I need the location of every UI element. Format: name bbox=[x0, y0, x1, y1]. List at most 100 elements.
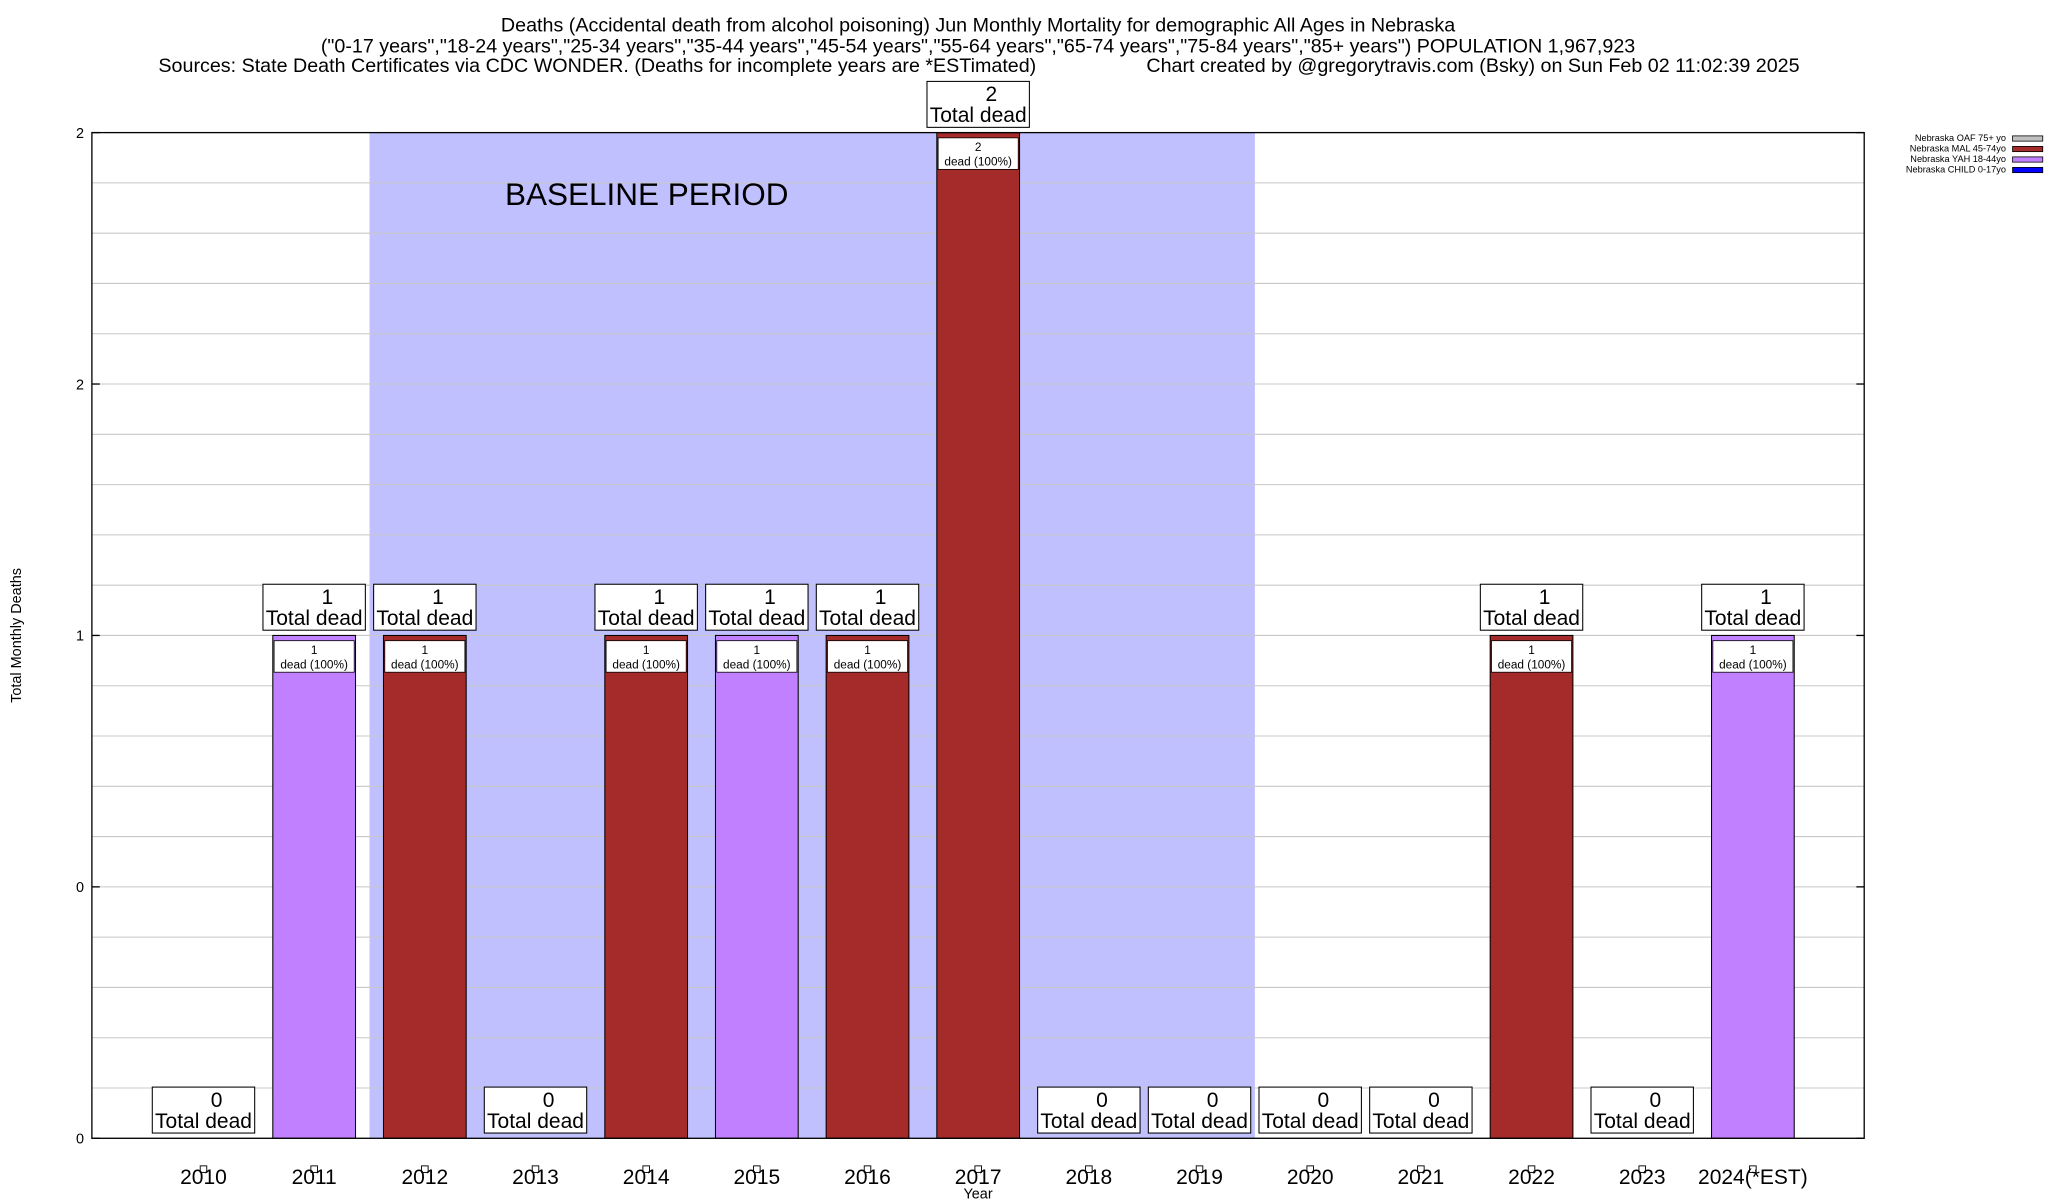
x-tick-label: 2018 bbox=[1065, 1166, 1112, 1189]
x-axis-label: Year bbox=[963, 1187, 992, 1200]
total-value-label: 2 bbox=[985, 83, 997, 106]
bar-value-label: 1 bbox=[643, 643, 650, 657]
total-dead-label: Total dead bbox=[487, 1110, 584, 1133]
total-label-box bbox=[1590, 1086, 1694, 1134]
total-value-label: 0 bbox=[1428, 1089, 1440, 1112]
bar-value-label: 1 bbox=[311, 643, 318, 657]
x-tick-marker bbox=[1195, 1165, 1204, 1173]
bar-label-box bbox=[384, 640, 466, 673]
total-dead-label: Total dead bbox=[1151, 1110, 1248, 1133]
bar-2022 bbox=[1489, 634, 1574, 1139]
total-value-label: 1 bbox=[1760, 586, 1772, 609]
bar-2015 bbox=[714, 634, 799, 1139]
chart-sources: Sources: State Death Certificates via CD… bbox=[158, 55, 1036, 77]
total-label-box bbox=[1258, 1086, 1362, 1134]
total-label-box bbox=[1479, 583, 1584, 631]
x-tick-marker bbox=[531, 1165, 540, 1173]
x-tick-label: 2021 bbox=[1398, 1166, 1445, 1189]
total-label-box bbox=[926, 80, 1030, 128]
bar-percent-label: dead (100%) bbox=[612, 657, 680, 671]
bar-2017 bbox=[936, 132, 1021, 1139]
baseline-annotation: BASELINE PERIOD bbox=[505, 176, 789, 212]
x-tick-label: 2023 bbox=[1619, 1166, 1666, 1189]
x-tick-label: 2013 bbox=[512, 1166, 559, 1189]
bar-value-label: 1 bbox=[422, 643, 429, 657]
bar-label-box bbox=[716, 640, 798, 673]
bar-value-label: 1 bbox=[754, 643, 761, 657]
bar-label-box bbox=[605, 640, 687, 673]
y-tick-label: 0 bbox=[76, 1132, 84, 1148]
bar-2024(*EST) bbox=[1710, 634, 1795, 1139]
legend-label: Nebraska YAH 18-44yo bbox=[1910, 154, 2006, 164]
legend-swatch bbox=[2012, 156, 2044, 163]
y-axis-label: Total Monthly Deaths bbox=[9, 568, 25, 703]
total-label-box bbox=[705, 583, 809, 631]
legend-swatch bbox=[2012, 167, 2044, 174]
chart-subtitle: ("0-17 years","18-24 years","25-34 years… bbox=[321, 36, 1635, 58]
bar-2011 bbox=[272, 634, 357, 1139]
bar-value-label: 1 bbox=[1528, 643, 1535, 657]
legend-label: Nebraska CHILD 0-17yo bbox=[1906, 165, 2006, 175]
total-label-box bbox=[373, 583, 477, 631]
bar-percent-label: dead (100%) bbox=[723, 657, 791, 671]
total-value-label: 1 bbox=[1539, 586, 1551, 609]
total-value-label: 0 bbox=[1317, 1089, 1329, 1112]
total-dead-label: Total dead bbox=[819, 607, 916, 630]
legend-label: Nebraska MAL 45-74yo bbox=[1910, 144, 2006, 154]
x-tick-marker bbox=[974, 1165, 982, 1173]
y-tick-label: 1 bbox=[76, 629, 84, 645]
total-dead-label: Total dead bbox=[930, 104, 1027, 127]
total-value-label: 1 bbox=[653, 586, 665, 609]
legend-label: Nebraska OAF 75+ yo bbox=[1915, 133, 2006, 143]
y-tick-label: 0 bbox=[76, 880, 84, 896]
bar-percent-label: dead (100%) bbox=[944, 154, 1012, 168]
total-label-box bbox=[1037, 1086, 1141, 1134]
x-tick-marker bbox=[1417, 1165, 1425, 1173]
x-tick-marker bbox=[1749, 1165, 1757, 1173]
total-dead-label: Total dead bbox=[1262, 1110, 1359, 1133]
x-tick-marker bbox=[199, 1165, 208, 1173]
total-value-label: 0 bbox=[1096, 1089, 1108, 1112]
total-dead-label: Total dead bbox=[266, 607, 363, 630]
total-label-box bbox=[483, 1086, 588, 1134]
total-value-label: 1 bbox=[432, 586, 444, 609]
x-tick-label: 2011 bbox=[292, 1166, 337, 1189]
bar-percent-label: dead (100%) bbox=[1719, 657, 1787, 671]
x-tick-label: 2017 bbox=[955, 1166, 1002, 1189]
x-tick-label: 2014 bbox=[623, 1166, 670, 1189]
bar-value-label: 1 bbox=[864, 643, 871, 657]
x-tick-label: 2022 bbox=[1508, 1166, 1555, 1189]
total-label-box bbox=[594, 583, 698, 631]
bar-value-label: 2 bbox=[975, 140, 982, 154]
x-tick-label: 2010 bbox=[180, 1166, 227, 1189]
total-dead-label: Total dead bbox=[708, 607, 805, 630]
total-dead-label: Total dead bbox=[376, 607, 473, 630]
bar-percent-label: dead (100%) bbox=[834, 657, 902, 671]
total-dead-label: Total dead bbox=[1594, 1110, 1691, 1133]
bar-label-box bbox=[1712, 640, 1794, 673]
bar-2014 bbox=[604, 634, 689, 1139]
x-tick-label: 2016 bbox=[844, 1166, 891, 1189]
bar-percent-label: dead (100%) bbox=[280, 657, 348, 671]
bar-2012 bbox=[382, 634, 467, 1139]
total-label-box bbox=[1701, 583, 1805, 631]
total-label-box bbox=[1369, 1086, 1473, 1134]
y-tick-label: 2 bbox=[76, 126, 84, 142]
total-value-label: 1 bbox=[321, 586, 333, 609]
chart-title: Deaths (Accidental death from alcohol po… bbox=[501, 15, 1455, 37]
bar-percent-label: dead (100%) bbox=[1498, 657, 1566, 671]
x-tick-marker bbox=[1527, 1165, 1536, 1173]
total-dead-label: Total dead bbox=[1483, 607, 1580, 630]
bar-percent-label: dead (100%) bbox=[391, 657, 459, 671]
x-tick-label: 2012 bbox=[401, 1166, 448, 1189]
total-label-box bbox=[1147, 1086, 1252, 1134]
total-dead-label: Total dead bbox=[598, 607, 695, 630]
legend-swatch bbox=[2012, 145, 2044, 153]
bar-label-box bbox=[827, 640, 908, 673]
total-label-box bbox=[815, 583, 920, 631]
total-value-label: 1 bbox=[764, 586, 776, 609]
total-value-label: 1 bbox=[875, 586, 887, 609]
x-tick-marker bbox=[1085, 1165, 1093, 1173]
bar-label-box bbox=[1491, 640, 1572, 673]
